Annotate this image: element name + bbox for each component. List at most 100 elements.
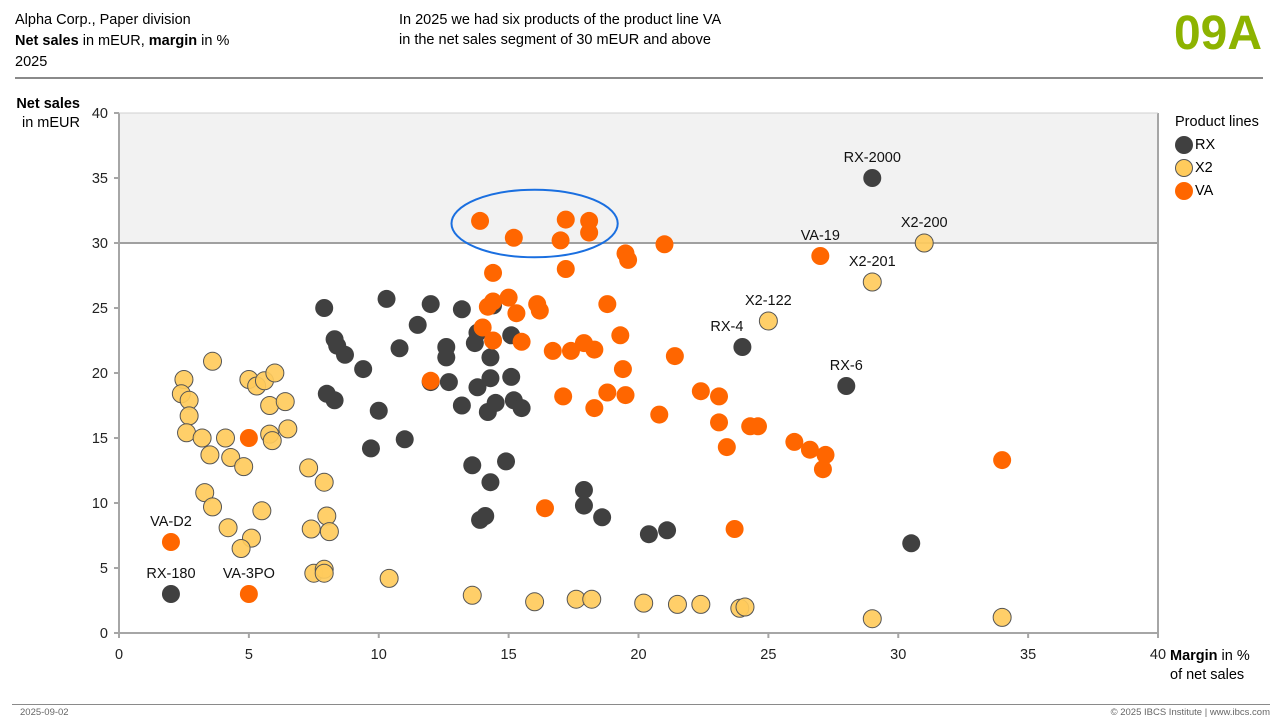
y-axis-label-unit: in mEUR (21, 115, 80, 131)
point-rx (315, 299, 334, 317)
point-va (748, 417, 767, 436)
data-points (161, 169, 1012, 629)
point-rx (658, 521, 677, 540)
y-tick-label: 15 (92, 431, 108, 447)
point-rx (452, 396, 471, 415)
point-rx (639, 525, 658, 544)
point-va (616, 386, 635, 405)
point-rx (390, 339, 409, 358)
point-x2 (265, 363, 285, 383)
x-axis-label-unit: in % (1217, 648, 1250, 664)
point-va (717, 438, 736, 457)
point-x2 (200, 445, 220, 465)
point-rx (574, 481, 593, 499)
point-x2 (221, 448, 241, 467)
measure-end: in % (197, 33, 230, 49)
point-va (650, 405, 669, 424)
point-va (613, 360, 632, 379)
point-rx (325, 391, 344, 410)
legend-label-rx: RX (1195, 136, 1216, 153)
highlight-band (119, 113, 1158, 243)
y-tick-label: 35 (92, 171, 108, 187)
point-va (785, 432, 804, 451)
point-va (504, 228, 523, 247)
point-x2 (758, 311, 778, 331)
point-va (512, 332, 531, 351)
y-tick-label: 0 (100, 626, 108, 642)
point-va (556, 210, 575, 229)
point-x2 (525, 592, 545, 612)
point-va (484, 263, 503, 282)
x-tick-label: 0 (115, 647, 123, 663)
point-va (556, 260, 575, 278)
point-va (710, 387, 729, 406)
point-va (710, 413, 729, 432)
legend-item-rx: RX (1175, 133, 1259, 156)
point-x2 (862, 609, 882, 629)
legend-item-x2: X2 (1175, 156, 1259, 179)
point-rx (502, 367, 521, 386)
point-va (598, 383, 617, 402)
point-va (507, 304, 526, 323)
point-x2 (314, 563, 334, 583)
legend-label-x2: X2 (1195, 159, 1213, 176)
point-va (598, 295, 617, 314)
point-rx (837, 377, 856, 395)
point-rx (463, 456, 482, 475)
x-tick-label: 15 (501, 647, 517, 663)
point-x2 (262, 431, 282, 451)
point-rx (465, 334, 484, 353)
point-x2 (215, 428, 235, 448)
point-rx (408, 315, 427, 334)
message-line-2: in the net sales segment of 30 mEUR and … (399, 32, 711, 48)
point-x2 (634, 593, 654, 613)
measure-bold-2: margin (148, 33, 198, 49)
legend-label-va: VA (1195, 182, 1214, 199)
point-va (655, 235, 674, 254)
point-x2 (582, 589, 602, 609)
point-label: VA-D2 (150, 514, 192, 530)
point-label: RX-2000 (844, 150, 901, 166)
x-tick-label: 25 (760, 647, 776, 663)
x-tick-label: 5 (245, 647, 253, 663)
message-line-1: In 2025 we had six products of the produ… (399, 12, 722, 28)
point-va (725, 520, 744, 538)
point-rx (161, 585, 180, 603)
point-va (239, 585, 258, 603)
point-rx (497, 452, 516, 471)
point-rx (335, 345, 354, 364)
measure-bold-1: Net sales (15, 33, 79, 49)
report-header: Alpha Corp., Paper division Net sales in… (15, 10, 229, 73)
point-va (811, 247, 830, 265)
point-rx (512, 399, 531, 418)
axes: 0 5 10 15 20 25 30 35 40 0 5 10 15 20 25 30 35 40 (92, 106, 1166, 663)
point-va (691, 382, 710, 401)
point-va (161, 533, 180, 551)
point-va (478, 297, 497, 316)
point-va (530, 301, 549, 320)
measure-line: Net sales in mEUR, margin in % (15, 31, 229, 52)
measure-mid: in mEUR, (78, 33, 149, 49)
point-x2 (735, 597, 755, 617)
point-rx (369, 401, 388, 420)
point-rx (421, 295, 440, 314)
point-rx (733, 338, 752, 356)
y-axis-label: Net sales in mEUR (6, 95, 80, 133)
point-label: X2-201 (849, 254, 896, 270)
point-x2 (260, 396, 280, 415)
point-va (473, 318, 492, 337)
legend-swatch-x2 (1175, 158, 1193, 177)
point-x2 (319, 522, 339, 542)
y-tick-label: 5 (100, 561, 108, 577)
point-rx (377, 289, 396, 308)
point-va (561, 341, 580, 360)
point-labels: RX-2000 RX-4 RX-6 RX-180 X2-200 X2-201 X2-122 V… (146, 150, 947, 582)
point-va (543, 341, 562, 360)
point-x2 (203, 351, 223, 371)
point-va (499, 288, 518, 307)
point-rx (486, 393, 505, 412)
x-axis-label-bold: Margin (1170, 648, 1218, 664)
point-x2 (691, 594, 711, 614)
legend-swatch-va (1175, 181, 1193, 200)
point-rx (354, 360, 373, 379)
